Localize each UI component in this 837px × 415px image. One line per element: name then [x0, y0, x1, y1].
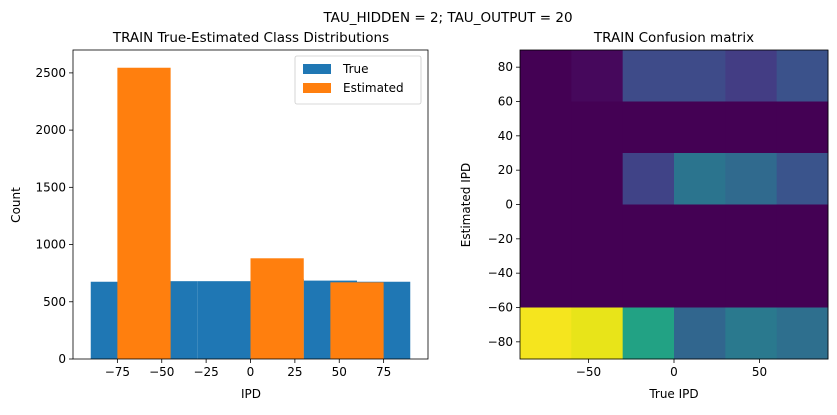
confusion-cell-r3-c1 — [571, 204, 624, 308]
legend: True Estimated — [294, 55, 422, 105]
confusion-x-ticks: −50 0 50 — [576, 359, 767, 379]
distribution-y-tick-label: 2500 — [35, 66, 66, 80]
estimated-bar-1 — [250, 258, 304, 359]
distribution-x-tick-label: −25 — [193, 365, 218, 379]
confusion-y-tick-label: −20 — [488, 232, 513, 246]
distribution-y-tick-label: 1000 — [35, 238, 66, 252]
legend-swatch-estimated — [303, 83, 331, 93]
confusion-cell-r3-c2 — [622, 204, 675, 308]
distribution-x-tick-label: 0 — [247, 365, 255, 379]
confusion-y-tick-label: −80 — [488, 335, 513, 349]
distribution-y-ticks: 0 500 1000 1500 2000 2500 — [35, 66, 73, 366]
distribution-chart-title: TRAIN True-Estimated Class Distributions — [112, 30, 389, 46]
confusion-cell-r1-c3 — [674, 101, 726, 154]
confusion-cell-r3-c3 — [674, 204, 726, 308]
confusion-cell-r0-c0 — [520, 50, 572, 102]
confusion-cell-r0-c4 — [725, 50, 778, 102]
distribution-x-tick-label: 75 — [376, 365, 391, 379]
confusion-y-label: Estimated IPD — [459, 163, 473, 247]
confusion-chart: TRAIN Confusion matrix −50 0 50 −80−60−40−… — [459, 30, 829, 401]
confusion-cell-r2-c1 — [571, 153, 624, 205]
confusion-cell-r1-c0 — [520, 101, 572, 154]
estimated-bar-2 — [330, 282, 384, 359]
distribution-x-ticks: −75 −50 −25 0 25 50 75 — [105, 359, 391, 379]
distribution-y-tick-label: 1500 — [35, 180, 66, 194]
confusion-cell-r4-c4 — [725, 307, 778, 360]
legend-label-estimated: Estimated — [343, 81, 404, 95]
confusion-x-tick-label: 50 — [752, 365, 767, 379]
legend-label-true: True — [342, 62, 369, 76]
confusion-cell-r2-c5 — [776, 153, 829, 205]
distribution-x-tick-label: 25 — [287, 365, 302, 379]
distribution-chart: TRAIN True-Estimated Class Distributions… — [9, 30, 429, 401]
true-bar-2 — [197, 281, 251, 359]
confusion-cell-r4-c1 — [571, 307, 624, 360]
confusion-y-tick-label: 20 — [498, 163, 513, 177]
distribution-x-label: IPD — [241, 387, 261, 401]
distribution-bars — [90, 67, 411, 359]
confusion-y-tick-label: 0 — [505, 198, 513, 212]
confusion-y-tick-label: −40 — [488, 266, 513, 280]
confusion-cell-r0-c3 — [674, 50, 726, 102]
confusion-cell-r2-c4 — [725, 153, 778, 205]
confusion-y-tick-label: −60 — [488, 301, 513, 315]
distribution-x-tick-label: 50 — [332, 365, 347, 379]
confusion-cell-r2-c0 — [520, 153, 572, 205]
distribution-y-tick-label: 0 — [58, 352, 66, 366]
confusion-cell-r4-c2 — [622, 307, 675, 360]
confusion-cell-r3-c4 — [725, 204, 778, 308]
confusion-x-tick-label: −50 — [576, 365, 601, 379]
estimated-bar-0 — [117, 67, 171, 359]
confusion-cell-r4-c5 — [776, 307, 829, 360]
confusion-cell-r4-c0 — [520, 307, 572, 360]
distribution-y-tick-label: 2000 — [35, 123, 66, 137]
confusion-cell-r1-c5 — [776, 101, 829, 154]
confusion-x-label: True IPD — [648, 387, 698, 401]
confusion-chart-title: TRAIN Confusion matrix — [593, 30, 754, 46]
confusion-y-ticks: −80 −60 −40 −20 0 20 40 60 80 — [488, 60, 520, 349]
distribution-x-tick-label: −75 — [105, 365, 130, 379]
distribution-x-tick-label: −50 — [149, 365, 174, 379]
distribution-y-tick-label: 500 — [43, 295, 66, 309]
confusion-cell-r1-c2 — [622, 101, 675, 154]
confusion-cell-r3-c5 — [776, 204, 829, 308]
confusion-cell-r4-c3 — [674, 307, 726, 360]
confusion-cell-r0-c1 — [571, 50, 624, 102]
legend-swatch-true — [303, 64, 331, 74]
confusion-x-tick-label: 0 — [670, 365, 678, 379]
confusion-y-tick-label: 60 — [498, 95, 513, 109]
distribution-y-label: Count — [9, 187, 23, 223]
confusion-matrix-cells — [520, 50, 829, 360]
confusion-cell-r2-c3 — [674, 153, 726, 205]
confusion-cell-r1-c1 — [571, 101, 624, 154]
confusion-cell-r0-c2 — [622, 50, 675, 102]
figure-title: TAU_HIDDEN = 2; TAU_OUTPUT = 20 — [322, 10, 572, 26]
confusion-cell-r3-c0 — [520, 204, 572, 308]
confusion-cell-r2-c2 — [622, 153, 675, 205]
confusion-cell-r1-c4 — [725, 101, 778, 154]
confusion-y-tick-label: 80 — [498, 60, 513, 74]
confusion-cell-r0-c5 — [776, 50, 829, 102]
confusion-y-tick-label: 40 — [498, 129, 513, 143]
